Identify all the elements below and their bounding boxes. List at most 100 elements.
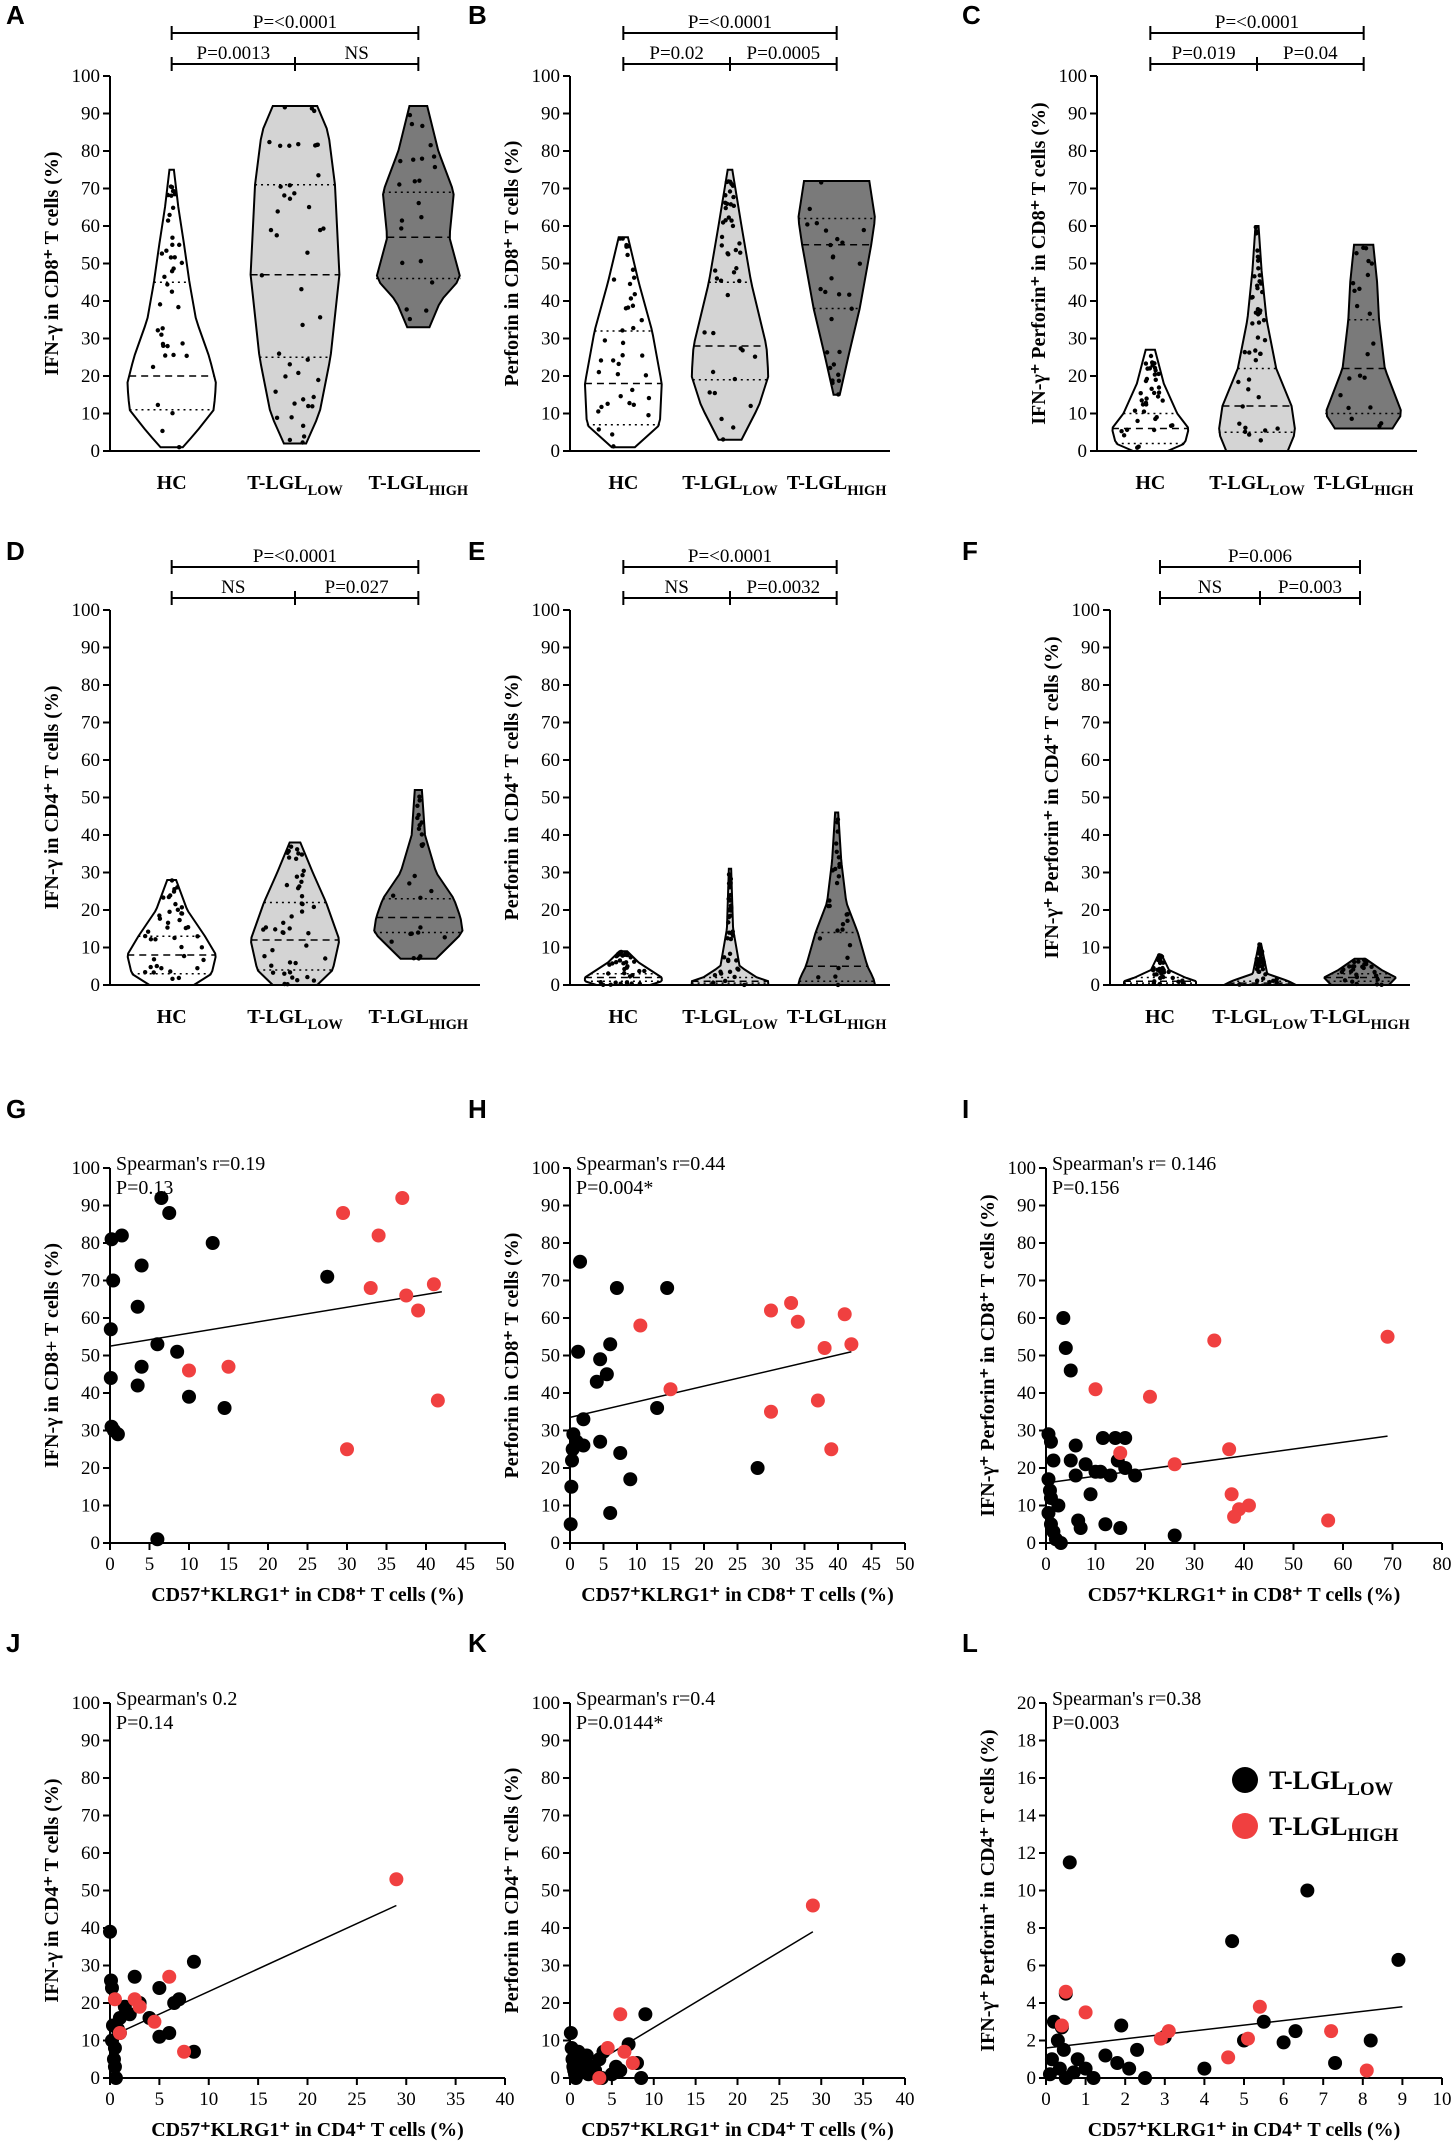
data-point	[153, 937, 158, 942]
data-point	[844, 912, 849, 917]
y-tick-label: 70	[81, 713, 100, 734]
data-point	[289, 415, 294, 420]
data-point-high	[810, 1393, 825, 1408]
data-point	[1242, 429, 1248, 435]
data-point-high	[592, 2071, 607, 2085]
data-point	[1135, 418, 1140, 424]
x-tick-label: 40	[417, 1554, 436, 1575]
data-point	[1254, 966, 1260, 972]
data-point	[1347, 376, 1352, 381]
data-point	[1260, 967, 1266, 972]
data-point-high	[784, 1296, 799, 1310]
data-point	[840, 927, 845, 932]
data-point	[835, 928, 840, 933]
data-point	[1255, 335, 1261, 340]
data-point	[640, 353, 645, 358]
data-point-high	[389, 1872, 404, 1887]
data-point	[731, 194, 736, 200]
y-axis-title: IFN-γ in CD8+ T cells (%)	[41, 1243, 63, 1468]
data-point	[1258, 281, 1264, 286]
data-point	[300, 873, 305, 878]
data-point	[1138, 390, 1143, 396]
data-point	[295, 885, 301, 891]
data-point	[1258, 959, 1263, 964]
y-tick-label: 40	[81, 1918, 100, 1939]
y-tick-label: 50	[1017, 1346, 1036, 1367]
y-tick-label: 10	[81, 938, 100, 959]
data-point	[611, 277, 617, 282]
data-point-low	[104, 1981, 119, 1995]
data-point	[424, 308, 429, 313]
data-point	[432, 164, 438, 170]
data-point	[610, 432, 615, 437]
data-point	[169, 269, 175, 274]
data-point	[631, 275, 637, 280]
data-point	[1267, 979, 1272, 985]
data-point	[296, 370, 301, 376]
data-point-high	[1380, 1329, 1395, 1344]
y-tick-label: 10	[1081, 938, 1100, 959]
x-tick-label: 45	[862, 1554, 881, 1575]
p-value: P=0.13	[116, 1177, 173, 1199]
x-tick-label: 4	[1200, 2089, 1210, 2110]
data-point	[1338, 392, 1343, 398]
data-point	[317, 227, 323, 233]
data-point	[1253, 348, 1258, 353]
comparison-label: P=0.027	[325, 577, 389, 598]
data-point-low	[1056, 1311, 1071, 1325]
data-point-low	[320, 1269, 335, 1284]
data-point	[306, 403, 311, 409]
y-tick-label: 0	[551, 441, 561, 462]
x-tick-label: 30	[762, 1554, 781, 1575]
y-tick-label: 50	[81, 1881, 100, 1902]
data-point-high	[371, 1228, 386, 1243]
panel-letter: C	[962, 0, 981, 30]
spearman-r: Spearman's r=0.4	[576, 1688, 715, 1710]
regression-line	[1045, 2006, 1403, 2049]
data-point	[1260, 976, 1266, 981]
y-tick-label: 90	[81, 638, 100, 659]
data-point-low	[217, 1401, 232, 1415]
data-point-low	[573, 1254, 588, 1269]
violin-low	[690, 867, 770, 986]
data-point	[596, 369, 602, 375]
data-point	[167, 212, 172, 218]
data-point	[596, 427, 601, 432]
data-point	[313, 143, 318, 148]
y-tick-label: 50	[1068, 254, 1087, 275]
data-point	[1372, 969, 1377, 975]
data-point	[726, 179, 731, 184]
violin-low	[690, 168, 770, 441]
data-point	[316, 377, 321, 383]
comparison-label: P=<0.0001	[253, 546, 337, 567]
data-point	[415, 815, 420, 821]
y-tick-label: 50	[541, 1881, 560, 1902]
data-point-low	[1256, 2014, 1271, 2029]
y-tick-label: 60	[541, 750, 560, 771]
data-point	[1379, 982, 1384, 988]
data-point	[1258, 438, 1263, 443]
data-point-low	[1114, 2018, 1129, 2033]
data-point	[1256, 266, 1261, 271]
data-point	[627, 974, 633, 979]
x-tick-label: 30	[397, 2089, 416, 2110]
data-point	[295, 977, 300, 983]
data-point	[723, 205, 728, 211]
data-point	[1143, 361, 1149, 366]
x-category-label: T-LGLHIGH	[787, 1006, 887, 1033]
data-point	[818, 180, 824, 185]
data-point	[288, 844, 294, 849]
data-point	[165, 920, 171, 926]
data-point	[275, 209, 280, 214]
data-point	[300, 423, 306, 429]
data-point	[195, 965, 200, 971]
data-point-high	[764, 1404, 778, 1419]
data-point	[411, 956, 416, 961]
data-point	[829, 316, 834, 322]
data-point-low	[1058, 1341, 1073, 1355]
comparison-label: P=<0.0001	[688, 12, 772, 33]
data-point	[727, 951, 733, 957]
x-category-label: T-LGLLOW	[682, 1006, 778, 1033]
x-tick-label: 35	[795, 1554, 814, 1575]
